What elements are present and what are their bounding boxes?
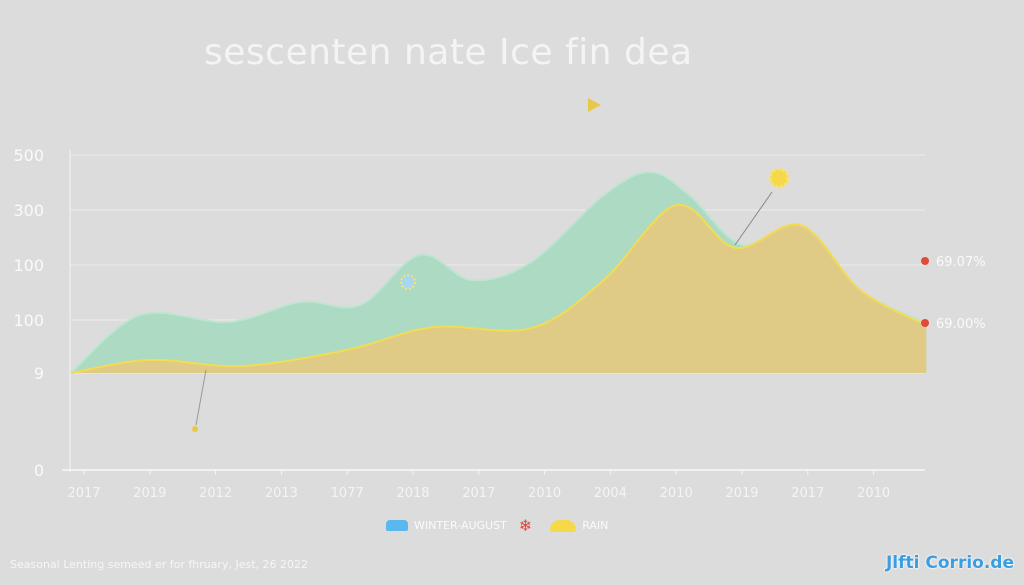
x-tick-label: 2019 <box>133 486 166 501</box>
x-tick-label: 2017 <box>462 486 495 501</box>
x-tick-label: 2013 <box>265 486 298 501</box>
x-tick-label: 2010 <box>857 486 890 501</box>
x-tick-label: 2018 <box>396 486 429 501</box>
legend: WINTER-AUGUST ❄ RAIN <box>386 516 608 535</box>
leader-line <box>734 191 773 246</box>
legend-label-winter: WINTER-AUGUST <box>414 519 507 532</box>
y-tick-label: 100 <box>13 256 44 275</box>
y-tick-label: 300 <box>13 201 44 220</box>
x-tick-label: 2004 <box>594 486 627 501</box>
leader-line <box>195 369 207 426</box>
snow-icon <box>400 274 416 290</box>
annotation-label: 69.07% <box>936 255 986 270</box>
y-tick-label: 0 <box>34 461 44 480</box>
sun-icon <box>768 167 790 189</box>
x-tick-label: 2010 <box>528 486 561 501</box>
logo: Jlfti Corrio.de <box>885 553 1014 573</box>
annotation-marker <box>921 257 929 265</box>
legend-label-rain: RAIN <box>582 519 609 532</box>
y-tick-label: 9 <box>34 364 44 383</box>
snowflake-icon: ❄ <box>518 516 533 535</box>
x-tick-label: 2010 <box>660 486 693 501</box>
footer-caption: Seasonal Lenting semeed er for fhruary, … <box>10 558 308 571</box>
chart-title: sescenten nate Ice fin dea <box>204 32 693 73</box>
car-icon <box>386 520 408 531</box>
x-tick-label: 2017 <box>67 486 100 501</box>
x-tick-label: 2019 <box>725 486 758 501</box>
y-tick-label: 100 <box>13 311 44 330</box>
cloud-icon <box>550 519 577 532</box>
x-tick-label: 1077 <box>331 486 364 501</box>
series-area-1 <box>70 204 927 373</box>
annotation-marker <box>921 319 929 327</box>
point-marker <box>192 426 198 432</box>
series-line-1 <box>70 203 927 374</box>
x-tick-label: 2012 <box>199 486 232 501</box>
x-tick-label: 2017 <box>791 486 824 501</box>
y-tick-label: 500 <box>13 146 44 165</box>
annotation-label: 69.00% <box>936 317 986 332</box>
play-icon <box>588 98 601 112</box>
